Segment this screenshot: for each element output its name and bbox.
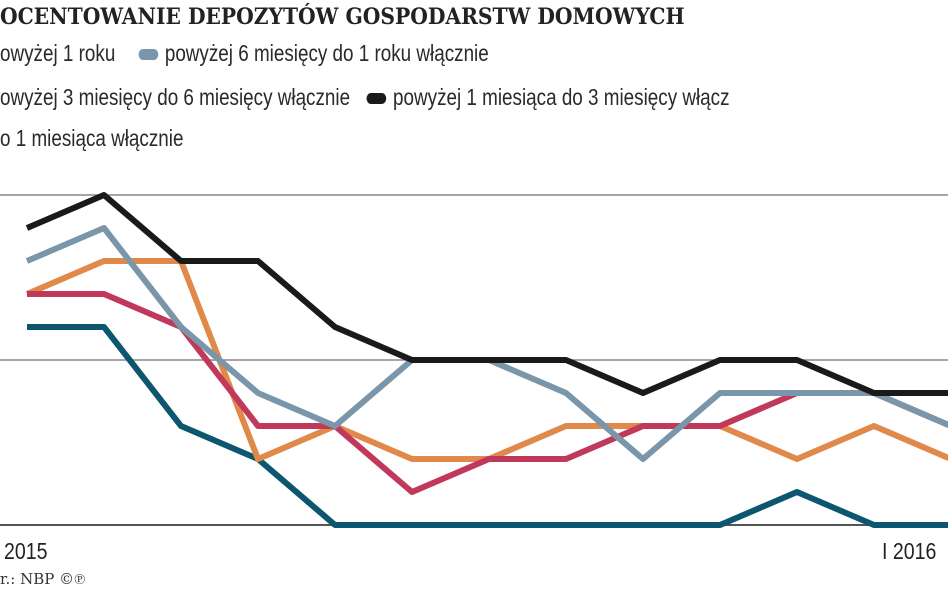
chart-title: OCENTOWANIE DEPOZYTÓW GOSPODARSTW DOMOWY… bbox=[0, 4, 685, 30]
legend-row-2: owyżej 3 miesięcy do 6 miesięcy włącznie… bbox=[0, 84, 730, 111]
legend-swatch bbox=[366, 93, 387, 105]
source-note: r.: NBP ©℗ bbox=[0, 570, 86, 588]
legend-label: owyżej 1 roku bbox=[0, 40, 116, 66]
legend-label: owyżej 3 miesięcy do 6 miesięcy włącznie bbox=[0, 84, 351, 110]
x-tick-label: 2015 bbox=[4, 538, 48, 564]
legend-label: powyżej 6 miesięcy do 1 roku włącznie bbox=[164, 40, 489, 66]
legend-row-1: owyżej 1 roku powyżej 6 miesięcy do 1 ro… bbox=[0, 40, 489, 67]
x-tick-label: I 2016 bbox=[882, 538, 937, 564]
legend-label: o 1 miesiąca włącznie bbox=[0, 125, 184, 151]
series-line bbox=[25, 192, 948, 396]
legend-label: powyżej 1 miesiąca do 3 miesięcy włącz bbox=[393, 84, 730, 110]
legend-swatch bbox=[138, 49, 159, 61]
legend-row-3: o 1 miesiąca włącznie bbox=[0, 125, 183, 152]
series-line bbox=[27, 324, 948, 528]
